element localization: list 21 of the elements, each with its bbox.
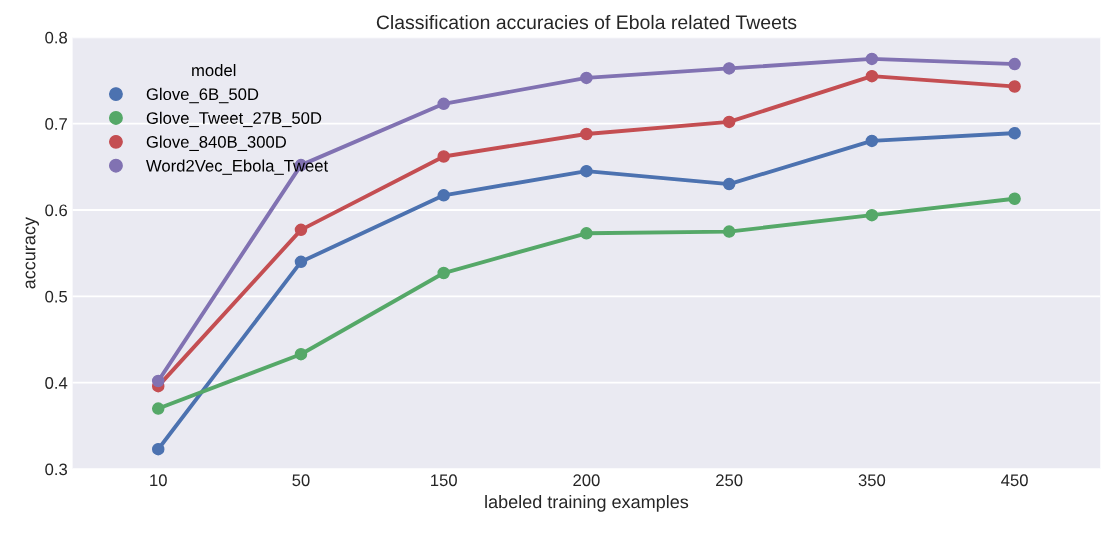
chart-title: Classification accuracies of Ebola related Tweets [376,14,797,30]
y-tick-label: 0.5 [45,290,68,303]
x-tick-label: 450 [1001,474,1028,487]
legend-title: model [192,63,236,77]
x-tick-label: 350 [858,474,886,487]
y-tick-label: 0.3 [45,463,68,476]
x-tick-label: 10 [150,474,167,487]
y-tick-label: 0.6 [45,204,68,217]
legend-label: Glove_Tweet_27B_50D [146,111,322,128]
legend-label: Glove_6B_50D [146,87,259,104]
legend-label: Word2Vec_Ebola_Tweet [146,159,329,175]
x-tick-label: 250 [716,474,743,487]
y-tick-label: 0.7 [45,118,67,130]
x-tick-label: 150 [431,474,457,487]
x-tick-label: 50 [292,474,310,487]
x-axis-title: labeled training examples [485,494,689,512]
y-tick-label: 0.4 [45,377,68,389]
legend-label: Glove_840B_300D [146,135,286,151]
y-axis-title: accuracy [25,217,40,289]
x-tick-label: 200 [573,474,600,487]
y-tick-label: 0.8 [45,31,68,44]
